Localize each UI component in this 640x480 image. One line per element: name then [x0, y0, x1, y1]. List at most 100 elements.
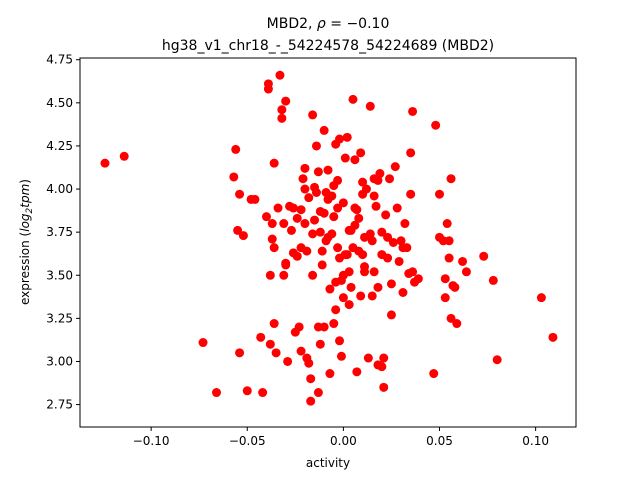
data-point [366, 102, 375, 111]
data-point [429, 369, 438, 378]
data-point [462, 267, 471, 276]
data-point [275, 71, 284, 80]
data-point [400, 219, 409, 228]
data-point [304, 359, 313, 368]
data-point [347, 283, 356, 292]
data-point [343, 133, 352, 142]
x-tick-label: 0.00 [330, 434, 357, 448]
y-tick-label: 4.00 [46, 182, 73, 196]
data-point [333, 243, 342, 252]
y-tick-label: 3.75 [46, 225, 73, 239]
data-point [335, 336, 344, 345]
data-point [381, 210, 390, 219]
data-point [235, 348, 244, 357]
data-point [235, 190, 244, 199]
data-point [277, 105, 286, 114]
data-point [297, 347, 306, 356]
data-point [356, 291, 365, 300]
data-point [120, 152, 129, 161]
data-point [343, 250, 352, 259]
data-point [100, 159, 109, 168]
data-point [212, 388, 221, 397]
x-tick-label: 0.05 [426, 434, 453, 448]
data-point [266, 271, 275, 280]
data-point [239, 231, 248, 240]
data-point [360, 267, 369, 276]
data-point [314, 167, 323, 176]
data-point [414, 274, 423, 283]
data-point [370, 267, 379, 276]
data-point [387, 310, 396, 319]
data-point [325, 369, 334, 378]
data-point [300, 219, 309, 228]
data-point [393, 204, 402, 213]
data-point [445, 236, 454, 245]
data-point [312, 141, 321, 150]
data-point [345, 300, 354, 309]
data-point [398, 288, 407, 297]
data-point [368, 291, 377, 300]
y-axis-label-log: log [18, 213, 32, 232]
data-point [287, 226, 296, 235]
data-point [308, 110, 317, 119]
data-point [447, 174, 456, 183]
data-point [431, 121, 440, 130]
data-point [256, 333, 265, 342]
y-tick-label: 4.75 [46, 53, 73, 67]
y-tick-label: 4.25 [46, 139, 73, 153]
data-point [383, 254, 392, 263]
data-point [279, 219, 288, 228]
data-point [548, 333, 557, 342]
data-point [293, 214, 302, 223]
data-point [373, 283, 382, 292]
y-tick-label: 3.00 [46, 354, 73, 368]
data-point [329, 319, 338, 328]
data-point [289, 248, 298, 257]
data-point [250, 195, 259, 204]
data-point [318, 247, 327, 256]
data-point [335, 135, 344, 144]
y-tick-label: 4.50 [46, 96, 73, 110]
data-point [268, 235, 277, 244]
data-point [302, 247, 311, 256]
data-point [299, 174, 308, 183]
x-tick-label: 0.10 [522, 434, 549, 448]
data-point [281, 97, 290, 106]
data-point [356, 148, 365, 157]
y-tick-label: 3.50 [46, 268, 73, 282]
data-point [337, 352, 346, 361]
chart-subtitle: hg38_v1_chr18_-_54224578_54224689 (MBD2) [162, 38, 494, 54]
data-point [379, 383, 388, 392]
x-axis-label: activity [306, 456, 350, 470]
data-point [306, 374, 315, 383]
data-point [295, 322, 304, 331]
data-point [537, 293, 546, 302]
data-point [458, 257, 467, 266]
data-point [339, 198, 348, 207]
data-point [304, 193, 313, 202]
data-point [375, 169, 384, 178]
x-tick-label: −0.10 [133, 434, 170, 448]
data-point [370, 191, 379, 200]
y-axis-label-tpm: tpm [18, 184, 32, 208]
data-point [441, 274, 450, 283]
data-point [441, 293, 450, 302]
data-point [341, 154, 350, 163]
data-point [281, 260, 290, 269]
data-point [316, 228, 325, 237]
data-point [300, 164, 309, 173]
data-point [229, 172, 238, 181]
data-point [331, 278, 340, 287]
data-point [389, 238, 398, 247]
chart-title-prefix: MBD2, [267, 16, 317, 32]
data-point [443, 219, 452, 228]
data-point [324, 166, 333, 175]
data-point [316, 340, 325, 349]
data-point [270, 319, 279, 328]
data-point [329, 212, 338, 221]
data-point [277, 114, 286, 123]
data-point [406, 148, 415, 157]
data-point [339, 293, 348, 302]
data-point [391, 162, 400, 171]
